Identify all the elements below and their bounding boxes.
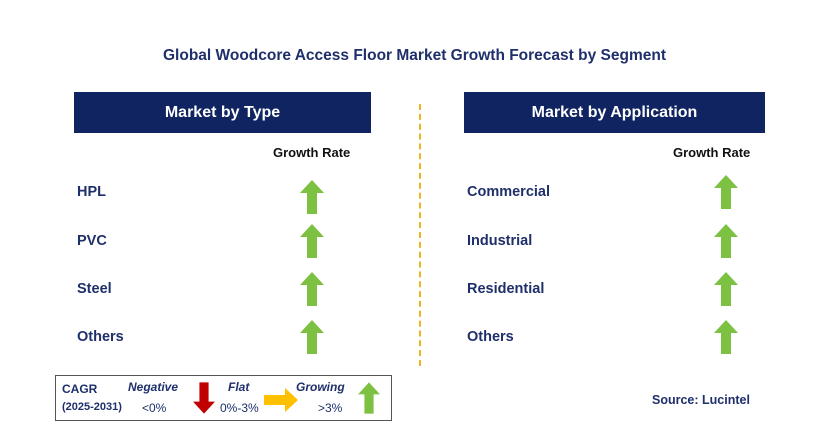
legend-flat-value: 0%-3% (220, 401, 259, 415)
application-panel-header: Market by Application (464, 92, 765, 133)
up-arrow-icon (714, 272, 738, 306)
up-arrow-icon (714, 175, 738, 209)
type-growth-rate-label: Growth Rate (273, 145, 351, 160)
type-item-steel: Steel (77, 281, 112, 297)
application-item-commercial: Commercial (467, 184, 551, 200)
down-arrow-icon (193, 382, 215, 414)
application-item-others: Others (467, 329, 514, 345)
application-item-residential: Residential (467, 281, 545, 297)
legend-growing-value: >3% (318, 401, 343, 415)
up-arrow-icon (300, 320, 324, 354)
up-arrow-icon (300, 224, 324, 258)
up-arrow-icon (714, 224, 738, 258)
source-label: Source: Lucintel (652, 393, 750, 407)
up-arrow-icon (300, 272, 324, 306)
legend-growing-label: Growing (296, 380, 345, 394)
type-panel-header: Market by Type (74, 92, 371, 133)
page-title: Global Woodcore Access Floor Market Grow… (162, 47, 666, 64)
type-item-others: Others (77, 329, 124, 345)
legend-box: CAGR (2025-2031) Negative <0% Flat 0%-3%… (55, 375, 392, 421)
legend-cagr: CAGR (62, 382, 98, 396)
panel-divider (419, 104, 421, 366)
type-item-pvc: PVC (77, 233, 107, 249)
legend-period: (2025-2031) (62, 401, 122, 413)
type-item-hpl: HPL (77, 184, 106, 200)
up-arrow-icon (300, 180, 324, 214)
up-arrow-icon (714, 320, 738, 354)
application-item-industrial: Industrial (467, 233, 533, 249)
legend-negative-value: <0% (142, 401, 167, 415)
legend-negative-label: Negative (128, 380, 179, 394)
right-arrow-icon (264, 388, 298, 412)
application-growth-rate-label: Growth Rate (673, 145, 751, 160)
legend-flat-label: Flat (228, 380, 250, 394)
up-arrow-icon (358, 382, 380, 414)
